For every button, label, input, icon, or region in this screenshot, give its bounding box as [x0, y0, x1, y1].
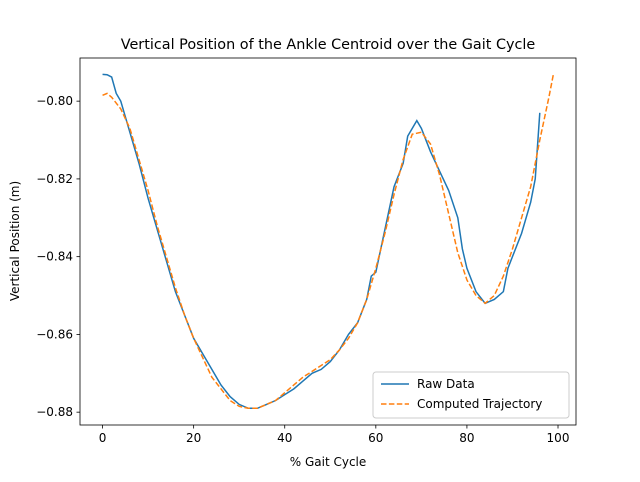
- y-tick-label: −0.88: [36, 405, 73, 419]
- x-tick-label: 20: [186, 431, 201, 445]
- x-tick-label: 40: [277, 431, 292, 445]
- plot-frame: [79, 57, 577, 426]
- chart-title: Vertical Position of the Ankle Centroid …: [121, 37, 536, 53]
- y-axis-label: Vertical Position (m): [8, 181, 22, 301]
- y-tick-label: −0.80: [36, 94, 73, 108]
- y-tick-label: −0.84: [36, 250, 73, 264]
- x-axis-label: % Gait Cycle: [290, 455, 367, 469]
- legend-label: Raw Data: [417, 377, 475, 391]
- line-series: [102, 73, 541, 410]
- legend: Raw Data Computed Trajectory: [372, 371, 570, 419]
- x-tick-label: 100: [547, 431, 570, 445]
- x-tick-label: 80: [459, 431, 474, 445]
- x-tick-label: 60: [368, 431, 383, 445]
- line-series: [102, 73, 555, 410]
- y-tick-label: −0.86: [36, 327, 73, 341]
- legend-label: Computed Trajectory: [417, 397, 542, 411]
- x-tick-label: 0: [99, 431, 107, 445]
- y-tick-label: −0.82: [36, 172, 73, 186]
- legend-box: [372, 371, 570, 419]
